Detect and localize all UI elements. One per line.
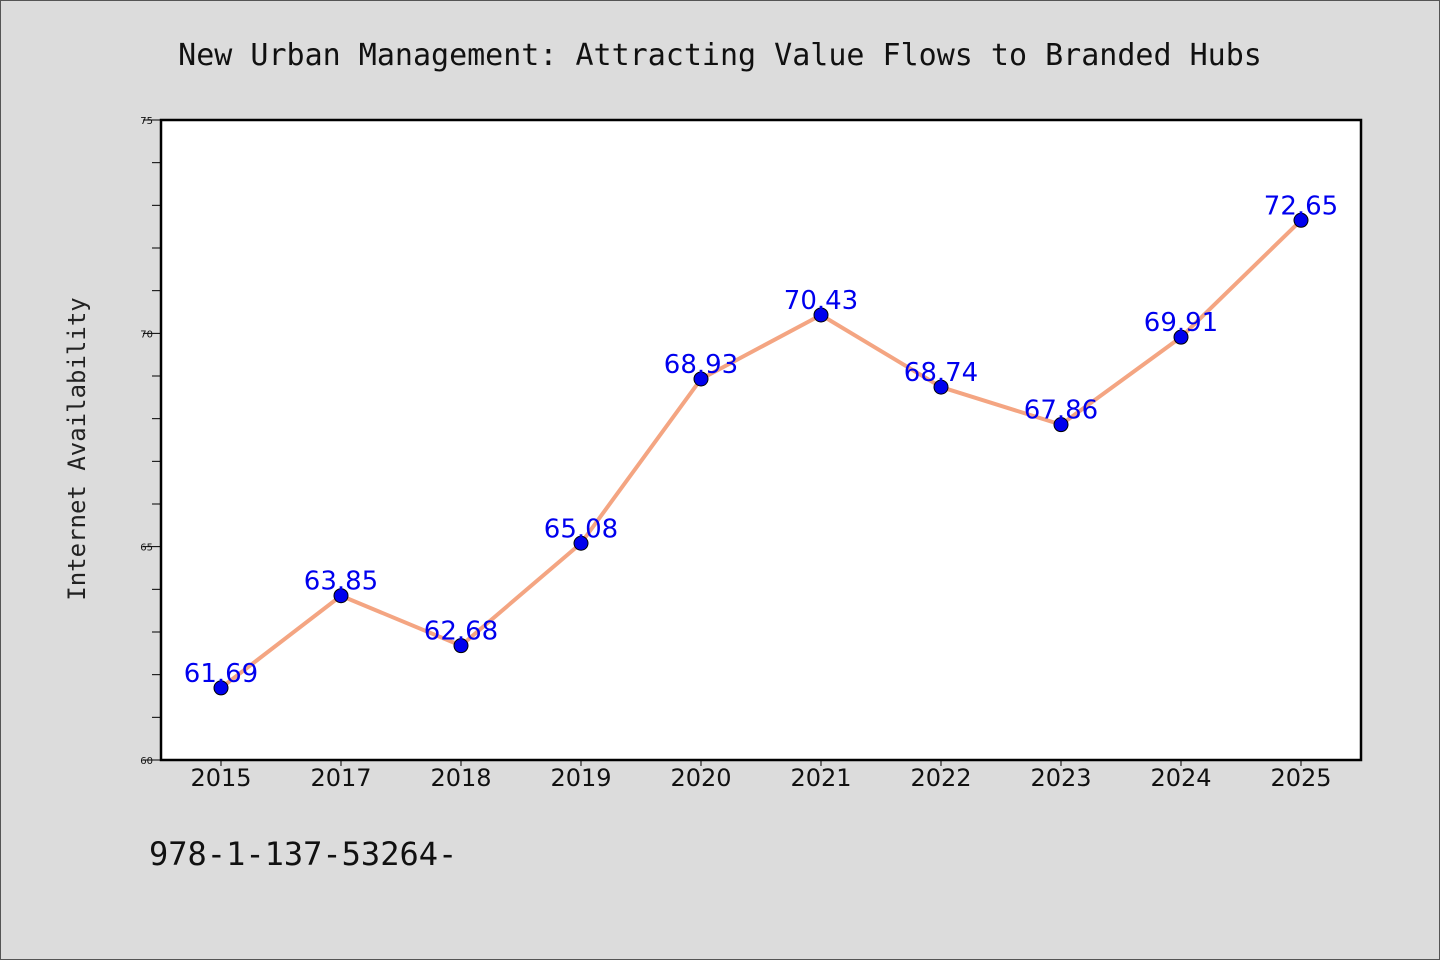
data-label: 69.91 (1144, 308, 1218, 338)
x-tick-label: 2018 (430, 764, 491, 792)
x-tick-label: 2019 (550, 764, 611, 792)
y-axis-label: Internet Availability (63, 297, 91, 600)
data-markers (213, 212, 1309, 696)
data-point (453, 638, 469, 654)
data-point (1173, 329, 1189, 345)
x-tick-label: 2023 (1030, 764, 1091, 792)
data-label: 68.74 (904, 358, 978, 388)
data-label: 62.68 (424, 617, 498, 647)
y-minor-ticks (152, 162, 161, 718)
plot-area (159, 118, 1363, 762)
x-tick-label: 2015 (190, 764, 251, 792)
series-line (219, 218, 1303, 690)
x-tick-label: 2021 (790, 764, 851, 792)
x-tick-label: 2024 (1150, 764, 1211, 792)
x-tick-label: 2022 (910, 764, 971, 792)
data-label: 67.86 (1024, 396, 1098, 426)
data-label: 68.93 (664, 350, 738, 380)
data-label: 65.08 (544, 514, 618, 544)
data-point (1053, 417, 1069, 433)
data-point (333, 588, 349, 604)
data-point (213, 680, 229, 696)
data-label: 63.85 (304, 567, 378, 597)
data-point (813, 307, 829, 323)
y-tick-label: 60 (140, 756, 153, 767)
y-axis-ticks: 60 65 70 75 (140, 116, 161, 767)
data-label: 72.65 (1264, 191, 1338, 221)
y-tick-label: 75 (140, 116, 153, 127)
x-tick-label: 2020 (670, 764, 731, 792)
data-point (573, 535, 589, 551)
x-tick-label: 2017 (310, 764, 371, 792)
y-tick-label: 70 (140, 329, 153, 340)
x-axis-ticks: 2015 2017 2018 2019 2020 2021 2022 2023 2024 2025 (190, 760, 1332, 792)
data-point (1293, 212, 1309, 228)
data-point (933, 379, 949, 395)
data-label: 61.69 (184, 659, 258, 689)
series-line-group (219, 218, 1303, 690)
chart-title: New Urban Management: Attracting Value F… (178, 38, 1262, 73)
x-tick-label: 2025 (1270, 764, 1331, 792)
data-point (693, 371, 709, 387)
data-label: 70.43 (784, 286, 858, 316)
footer-isbn-text: 978-1-137-53264- (149, 835, 457, 873)
y-tick-label: 65 (140, 543, 153, 554)
data-labels: 61.69 63.85 62.68 65.08 68.93 70.43 68.74 67.86… (184, 191, 1338, 689)
